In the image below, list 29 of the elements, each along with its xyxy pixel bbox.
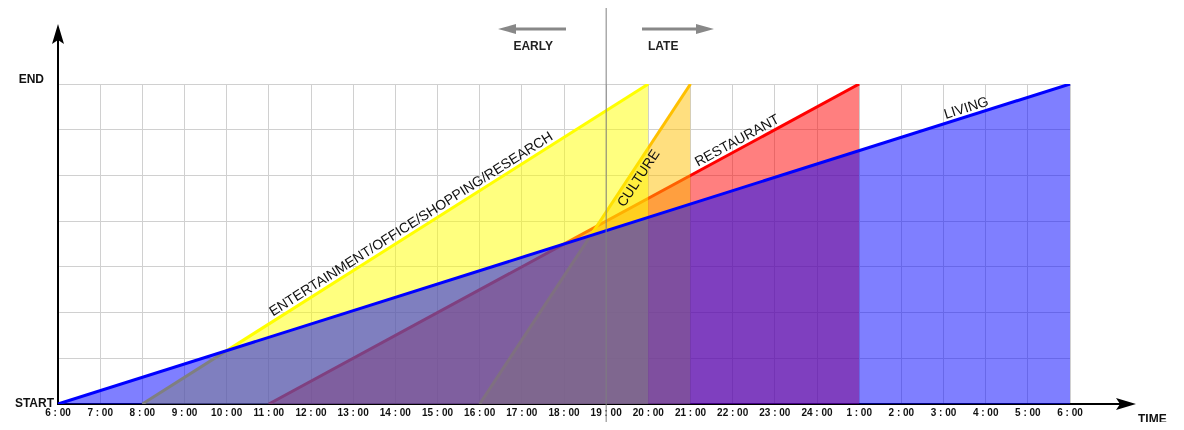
x-tick-label: 19 : 00 [590,406,623,418]
x-tick-label: 23 : 00 [759,406,791,418]
x-tick-label: 2 : 00 [888,406,915,418]
x-tick-label: 17 : 00 [506,406,538,418]
text: EARLY [513,39,553,54]
text: LIVING [941,92,991,122]
x-tick-label: 6 : 00 [1057,406,1084,418]
x-tick-label: 11 : 00 [253,406,285,418]
x-tick-label: 21 : 00 [674,406,707,418]
x-tick-label: 14 : 00 [379,406,412,418]
x-tick-label: 18 : 00 [548,406,580,418]
x-tick-label: 9 : 00 [171,406,198,418]
x-tick-label: 6 : 00 [45,406,72,418]
x-tick-label: 12 : 00 [295,406,327,418]
x-tick-label: 7 : 00 [87,406,114,418]
text: END [18,72,45,87]
x-tick-label: 22 : 00 [717,406,749,418]
x-tick-label: 13 : 00 [337,406,370,418]
x-tick-label: 15 : 00 [421,406,454,418]
x-tick-label: 24 : 00 [801,406,833,418]
x-tick-label: 3 : 00 [930,406,957,418]
x-tick-label: 20 : 00 [632,406,665,418]
x-tick-label: 8 : 00 [129,406,156,418]
x-tick-label: 4 : 00 [972,406,999,418]
x-tick-label: 5 : 00 [1015,406,1042,418]
text: LATE [647,39,679,54]
x-tick-label: 1 : 00 [846,406,873,418]
x-tick-label: 10 : 00 [211,406,243,418]
x-tick-label: 16 : 00 [464,406,496,418]
